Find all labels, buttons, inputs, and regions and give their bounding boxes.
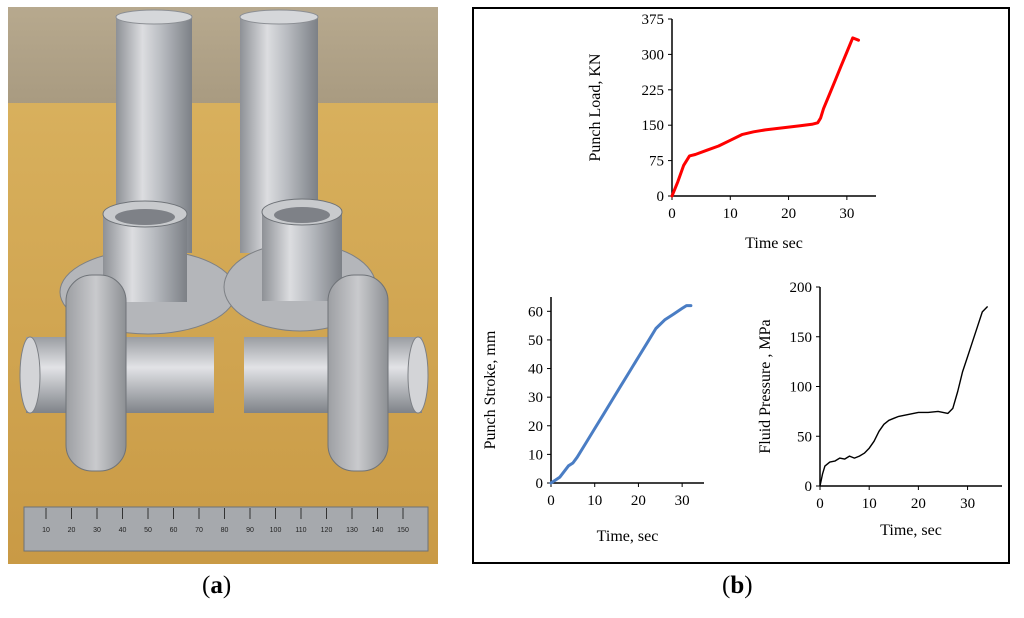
y-tick-label: 375 [642,12,665,28]
y-axis-label: Punch Load, KN [587,53,604,161]
y-tick-label: 20 [528,419,543,435]
punch-stroke-series-line [549,304,693,485]
x-axis-label: Time, sec [597,528,659,545]
y-tick-label: 30 [528,390,543,406]
ruler-tick-label: 130 [346,527,358,534]
y-tick-label: 150 [790,330,813,346]
charts-frame [472,7,1010,564]
ruler-tick-label: 80 [221,527,229,534]
y-tick-label: 40 [528,362,543,378]
y-tick-label: 50 [528,333,543,349]
punch-stroke-chart: 0 10 20 30 40 50 60 0 10 20 30 Time, sec Punch Strok… [482,297,704,545]
y-tick-label: 200 [790,280,813,296]
fluid-pressure-series-line [819,306,988,487]
ruler-ticks: 10 20 30 40 50 60 70 80 90 100 110 120 130 140 150 [42,508,409,534]
ruler-tick-label: 20 [68,527,76,534]
x-tick-label: 0 [816,496,824,512]
y-tick-label: 10 [528,447,543,463]
y-axis-label: Punch Stroke, mm [482,330,499,449]
x-tick-label: 30 [960,496,975,512]
ruler-tick-label: 60 [170,527,178,534]
y-tick-label: 0 [805,479,813,495]
x-tick-label: 30 [839,206,854,222]
ruler-tick-label: 110 [295,527,306,534]
ruler-tick-label: 30 [93,527,101,534]
x-tick-label: 10 [862,496,877,512]
x-tick-label: 0 [547,493,555,509]
y-tick-label: 75 [649,154,664,170]
caption-b: (b) [722,572,753,599]
punch-load-chart: 0 75 150 225 300 375 0 10 20 30 Time sec Punch Load… [587,12,876,252]
caption-a: (a) [202,572,232,599]
photo-illustration: 10 20 30 40 50 60 70 80 90 100 110 120 130 140 150 [8,7,438,564]
ruler-tick-label: 100 [270,527,282,534]
punch-load-series-line [670,36,860,198]
y-tick-label: 60 [528,304,543,320]
y-tick-label: 0 [536,476,544,492]
x-axis-label: Time, sec [880,522,942,539]
x-tick-label: 0 [668,206,676,222]
photo-panel: 10 20 30 40 50 60 70 80 90 100 110 120 130 140 150 [8,7,438,564]
fluid-pressure-chart: 0 50 100 150 200 0 10 20 30 Time, sec Fluid Pressu… [757,280,1002,539]
ruler-tick-label: 90 [246,527,254,534]
y-tick-label: 300 [642,47,665,63]
y-tick-label: 225 [642,83,665,99]
ruler-tick-label: 150 [397,527,409,534]
y-tick-label: 0 [657,189,665,205]
x-tick-label: 20 [781,206,796,222]
x-tick-label: 30 [675,493,690,509]
x-axis-label: Time sec [745,235,803,252]
ruler-tick-label: 50 [144,527,152,534]
ruler-tick-label: 40 [119,527,127,534]
y-axis-label: Fluid Pressure , MPa [757,319,774,453]
y-tick-label: 50 [797,429,812,445]
x-tick-label: 10 [723,206,738,222]
y-tick-label: 100 [790,380,813,396]
ruler-tick-label: 10 [42,527,50,534]
ruler-tick-label: 120 [321,527,333,534]
ruler-tick-label: 70 [195,527,203,534]
x-tick-label: 20 [911,496,926,512]
y-tick-label: 150 [642,118,665,134]
ruler-tick-label: 140 [372,527,384,534]
x-tick-label: 20 [631,493,646,509]
x-tick-label: 10 [587,493,602,509]
